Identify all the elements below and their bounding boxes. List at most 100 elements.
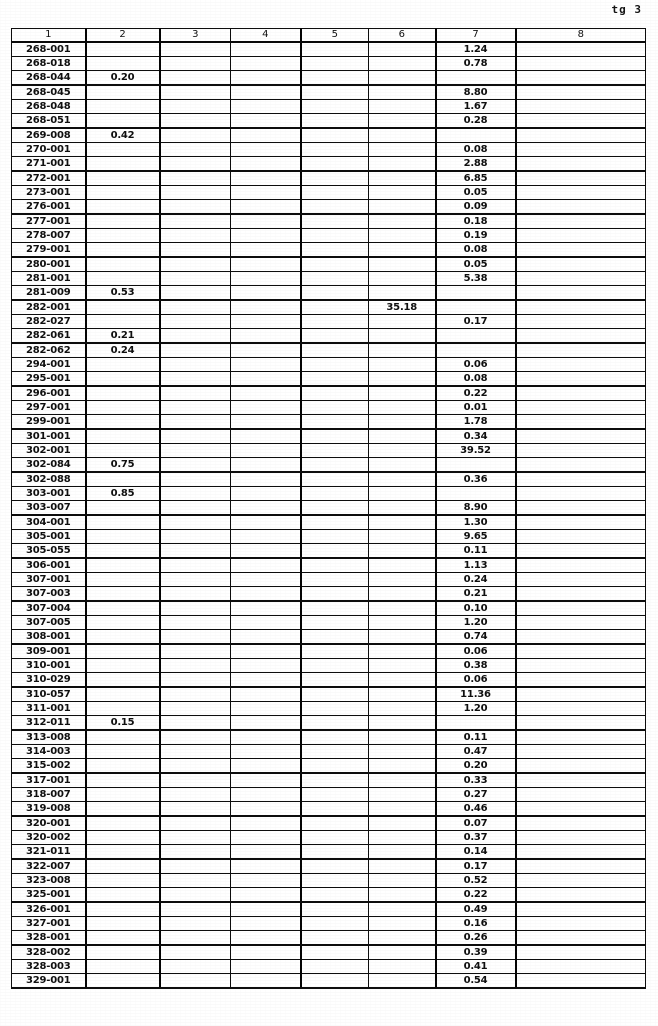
cell-col-2 — [84, 500, 160, 516]
cell-col-6 — [368, 170, 436, 186]
cell-col-7: 8.90 — [434, 500, 516, 516]
cell-col-4 — [230, 744, 301, 759]
cell-col-3 — [158, 271, 231, 286]
cell-col-2 — [84, 901, 160, 917]
cell-col-5 — [299, 715, 369, 731]
row-identifier: 327-001 — [11, 916, 86, 931]
cell-col-7: 1.20 — [434, 615, 516, 630]
cell-col-3 — [158, 142, 231, 157]
cell-col-4 — [230, 400, 301, 415]
cell-col-4 — [230, 615, 301, 630]
cell-col-6 — [368, 99, 436, 114]
table-row: 328-003 0.41 — [11, 959, 646, 974]
cell-col-7 — [434, 457, 516, 473]
cell-col-8 — [514, 70, 646, 86]
cell-col-3 — [158, 314, 231, 329]
cell-col-3 — [158, 328, 231, 344]
cell-col-6 — [368, 414, 436, 430]
cell-col-6 — [368, 944, 436, 960]
cell-col-5 — [299, 830, 369, 845]
cell-col-8 — [514, 242, 646, 258]
cell-col-4 — [230, 944, 301, 960]
cell-col-5 — [299, 529, 369, 544]
cell-col-8 — [514, 858, 646, 874]
cell-col-2 — [84, 156, 160, 172]
cell-col-8 — [514, 156, 646, 172]
cell-col-3 — [158, 916, 231, 931]
cell-col-2 — [84, 357, 160, 372]
cell-col-5 — [299, 199, 369, 215]
cell-col-6 — [368, 830, 436, 845]
row-identifier: 282-001 — [11, 299, 86, 315]
table-row: 327-001 0.16 — [11, 916, 646, 931]
cell-col-4 — [230, 643, 301, 659]
cell-col-5 — [299, 801, 369, 817]
cell-col-4 — [230, 658, 301, 673]
cell-col-7: 0.41 — [434, 959, 516, 974]
cell-col-7: 0.11 — [434, 729, 516, 745]
cell-col-3 — [158, 586, 231, 602]
cell-col-2 — [84, 772, 160, 788]
cell-col-7 — [434, 285, 516, 301]
cell-col-5 — [299, 256, 369, 272]
cell-col-2 — [84, 572, 160, 587]
cell-col-5 — [299, 586, 369, 602]
cell-col-3 — [158, 443, 231, 458]
cell-col-7: 0.17 — [434, 314, 516, 329]
cell-col-8 — [514, 443, 646, 458]
cell-col-8 — [514, 715, 646, 731]
cell-col-8 — [514, 815, 646, 831]
row-identifier: 305-001 — [11, 529, 86, 544]
table-row: 273-001 0.05 — [11, 185, 646, 200]
cell-col-8 — [514, 170, 646, 186]
cell-col-8 — [514, 643, 646, 659]
cell-col-4 — [230, 830, 301, 845]
row-identifier: 303-001 — [11, 486, 86, 501]
cell-col-5 — [299, 127, 369, 143]
row-identifier: 280-001 — [11, 256, 86, 272]
cell-col-8 — [514, 744, 646, 759]
cell-col-8 — [514, 529, 646, 544]
cell-col-6 — [368, 285, 436, 301]
row-identifier: 276-001 — [11, 199, 86, 215]
cell-col-3 — [158, 400, 231, 415]
cell-col-8 — [514, 271, 646, 286]
cell-col-6 — [368, 772, 436, 788]
cell-col-4 — [230, 801, 301, 817]
cell-col-2 — [84, 930, 160, 946]
cell-col-8 — [514, 41, 646, 57]
cell-col-2 — [84, 887, 160, 903]
cell-col-7: 0.09 — [434, 199, 516, 215]
cell-col-3 — [158, 629, 231, 645]
table-row: 307-001 0.24 — [11, 572, 646, 587]
cell-col-2 — [84, 830, 160, 845]
table-row: 276-001 0.09 — [11, 199, 646, 215]
table-row: 296-001 0.22 — [11, 385, 646, 401]
cell-col-3 — [158, 543, 231, 559]
row-identifier: 295-001 — [11, 371, 86, 387]
cell-col-6 — [368, 500, 436, 516]
cell-col-4 — [230, 758, 301, 774]
cell-col-2 — [84, 400, 160, 415]
row-identifier: 281-009 — [11, 285, 86, 301]
cell-col-7: 39.52 — [434, 443, 516, 458]
cell-col-6 — [368, 787, 436, 802]
table-row: 282-062 0.24 — [11, 342, 646, 358]
cell-col-5 — [299, 973, 369, 989]
row-identifier: 282-061 — [11, 328, 86, 344]
column-header-6: 6 — [368, 28, 436, 43]
row-identifier: 321-011 — [11, 844, 86, 860]
cell-col-7: 1.67 — [434, 99, 516, 114]
cell-col-4 — [230, 328, 301, 344]
cell-col-7: 0.33 — [434, 772, 516, 788]
table-row: 281-001 5.38 — [11, 271, 646, 286]
cell-col-5 — [299, 815, 369, 831]
table-row: 301-001 0.34 — [11, 428, 646, 444]
cell-col-2 — [84, 858, 160, 874]
table-row: 278-007 0.19 — [11, 228, 646, 243]
cell-col-6 — [368, 586, 436, 602]
cell-col-6 — [368, 643, 436, 659]
cell-col-2 — [84, 959, 160, 974]
column-header-7: 7 — [434, 28, 516, 43]
cell-col-8 — [514, 572, 646, 587]
